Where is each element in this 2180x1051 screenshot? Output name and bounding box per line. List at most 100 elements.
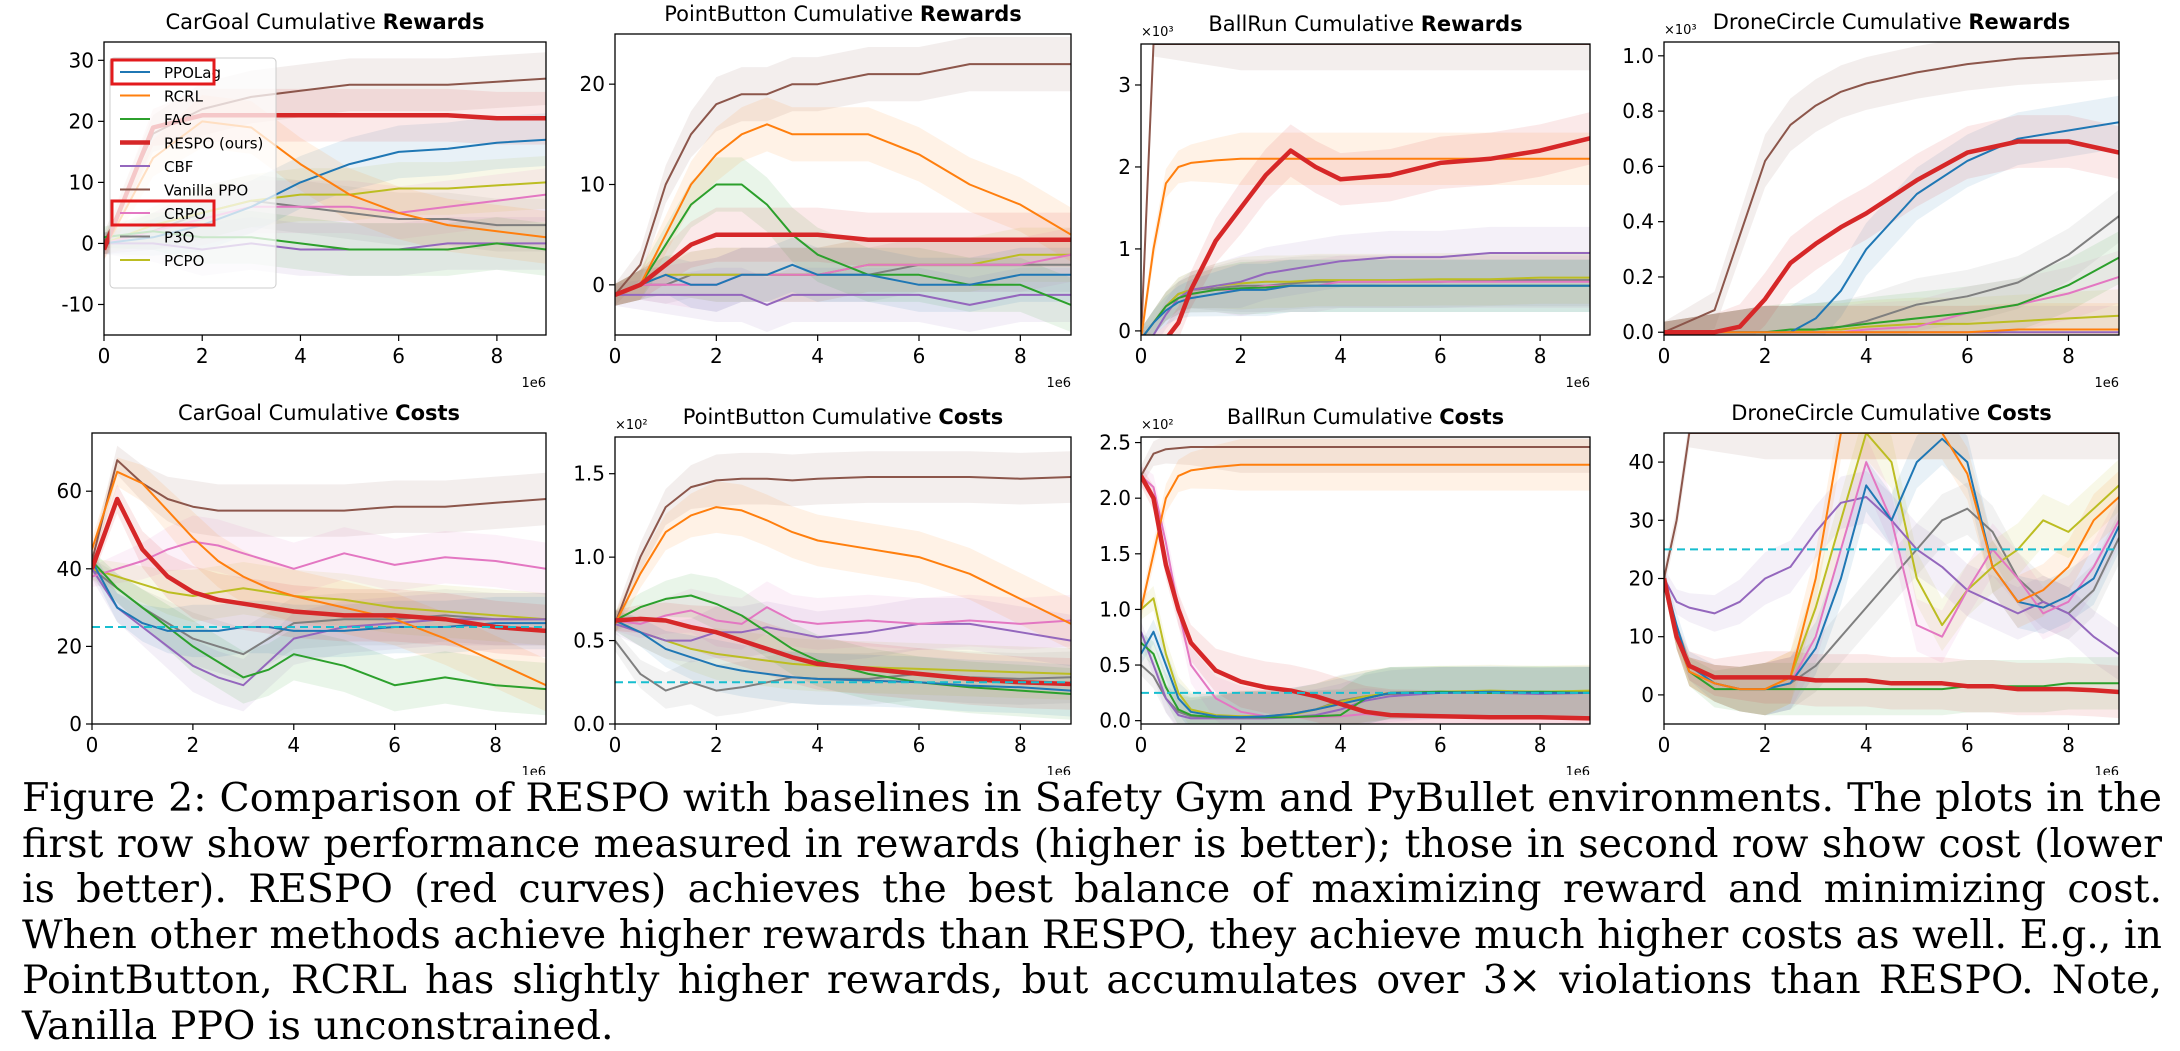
x-tick-label: 4	[287, 733, 300, 757]
band-crpo	[1141, 255, 1590, 335]
chart-title: BallRun Cumulative Rewards	[1208, 12, 1522, 36]
legend-highlight-box	[110, 58, 216, 86]
band-respo-ours-	[615, 207, 1071, 306]
series-line-respo-ours-	[1664, 578, 2119, 695]
y-tick-label: 40	[1629, 450, 1654, 474]
x-tick-label: 4	[1860, 733, 1873, 757]
y-tick-label: 1	[1118, 237, 1131, 261]
series-line-crpo	[615, 606, 1071, 625]
legend-label-rcrl: RCRL	[164, 88, 204, 106]
x-tick-label: 4	[1334, 733, 1347, 757]
series-line-vanilla-ppo	[92, 459, 546, 562]
x-tick-label: 2	[196, 344, 209, 368]
axes-frame	[614, 436, 1072, 725]
y-tick-label: 0.2	[1622, 265, 1654, 289]
axes-frame	[103, 41, 547, 336]
x-multiplier-label: 1e6	[521, 765, 546, 775]
x-multiplier-label: 1e6	[1565, 376, 1590, 391]
band-respo-ours-	[1141, 465, 1590, 724]
y-tick-label: 0	[1641, 683, 1654, 707]
band-crpo	[1664, 250, 2119, 335]
x-tick-label: 4	[1860, 344, 1873, 368]
chart-panel-dronecircle-rewards: 0 2 4 6 8 1e6 0.0 0.2 0.4 0.6 0.8 1.0 ×10³ DroneCircl…	[1622, 10, 2120, 391]
x-tick-label: 8	[489, 733, 502, 757]
x-tick-label: 6	[1434, 344, 1447, 368]
chart-panel-ballrun-costs: 0 2 4 6 8 1e6 0.0 0.5 1.0 1.5 2.0 2.5 ×10² BallRun Cu…	[1099, 405, 1591, 775]
series-line-crpo	[92, 540, 546, 578]
series-line-pcpo	[92, 567, 546, 621]
x-tick-label: 2	[1759, 733, 1772, 757]
x-tick-label: 2	[1759, 344, 1772, 368]
series-line-vanilla-ppo	[1664, 52, 2119, 334]
x-tick-label: 2	[187, 733, 200, 757]
band-p3o	[615, 630, 1071, 717]
x-tick-label: 8	[2062, 344, 2075, 368]
y-tick-label: 20	[69, 109, 94, 133]
x-tick-label: 8	[2062, 733, 2075, 757]
y-multiplier-label: ×10²	[615, 418, 648, 433]
y-tick-label: 2.5	[1099, 431, 1131, 455]
x-tick-label: 8	[1014, 733, 1027, 757]
band-rcrl	[92, 457, 546, 712]
x-tick-label: 6	[913, 733, 926, 757]
chart-title: PointButton Cumulative Costs	[683, 405, 1004, 429]
legend-label-crpo: CRPO	[164, 205, 206, 223]
plot-area	[1664, 433, 2119, 719]
chart-title: PointButton Cumulative Rewards	[664, 2, 1022, 26]
y-tick-label: 0	[81, 231, 94, 255]
band-p3o	[615, 237, 1071, 306]
y-tick-label: 0.0	[573, 712, 605, 736]
legend-label-p3o: P3O	[164, 229, 194, 247]
series-line-fac	[615, 594, 1071, 695]
x-tick-label: 4	[811, 733, 824, 757]
plot-area	[1141, 437, 1590, 724]
y-tick-label: 1.0	[1099, 597, 1131, 621]
series-line-ppolag	[1142, 284, 1590, 335]
chart-panel-dronecircle-costs: 0 2 4 6 8 1e6 0 10 20 30 40 DroneCircle Cumulative …	[1629, 401, 2120, 775]
x-multiplier-label: 1e6	[2094, 765, 2119, 775]
x-tick-label: 2	[1234, 344, 1247, 368]
series-line-vanilla-ppo	[615, 476, 1071, 625]
x-tick-label: 4	[1334, 344, 1347, 368]
legend-label-ppolag: PPOLag	[164, 64, 221, 82]
y-tick-label: -10	[61, 292, 94, 316]
x-tick-label: 6	[1434, 733, 1447, 757]
x-tick-label: 0	[1135, 733, 1148, 757]
band-cbf	[1141, 621, 1590, 724]
band-cbf	[615, 598, 1071, 667]
x-tick-label: 0	[1658, 733, 1671, 757]
band-rcrl	[1664, 303, 2119, 335]
y-tick-label: 1.0	[573, 545, 605, 569]
x-multiplier-label: 1e6	[2094, 376, 2119, 391]
band-fac	[1664, 231, 2119, 335]
y-tick-label: 2.0	[1099, 486, 1131, 510]
series-line-crpo	[615, 253, 1071, 296]
band-pcpo	[615, 227, 1071, 306]
y-tick-label: 0	[592, 273, 605, 297]
plot-area	[1141, 44, 1590, 335]
band-rcrl	[1664, 433, 2119, 716]
band-vanilla-ppo	[615, 451, 1071, 635]
chart-title: DroneCircle Cumulative Costs	[1731, 401, 2052, 425]
y-tick-label: 20	[1629, 567, 1654, 591]
band-fac	[615, 157, 1071, 332]
x-tick-label: 0	[1135, 344, 1148, 368]
series-line-ppolag	[615, 619, 1071, 692]
series-line-cbf	[615, 622, 1071, 642]
y-tick-label: 1.5	[1099, 542, 1131, 566]
x-tick-label: 2	[710, 344, 723, 368]
legend: PPOLag RCRL FAC RESPO (ours) CBF Vanilla PPO C…	[109, 57, 277, 289]
plot-area	[1664, 42, 2119, 335]
band-fac	[1141, 632, 1590, 724]
y-tick-label: 20	[57, 634, 82, 658]
band-ppolag	[1664, 95, 2119, 335]
series-line-rcrl	[1141, 463, 1590, 610]
chart-panel-pointbutton-costs: 0 2 4 6 8 1e6 0.0 0.5 1.0 1.5 ×10² PointButton Cumu…	[573, 405, 1072, 775]
band-fac	[92, 550, 546, 716]
chart-panel-cargoal-costs: 0 2 4 6 8 1e6 0 20 40 60 CarGoal Cumulative Costs	[57, 401, 547, 775]
x-tick-label: 8	[1534, 344, 1547, 368]
band-p3o	[1141, 654, 1590, 724]
band-vanilla-ppo	[615, 37, 1071, 306]
plot-area	[92, 445, 546, 716]
